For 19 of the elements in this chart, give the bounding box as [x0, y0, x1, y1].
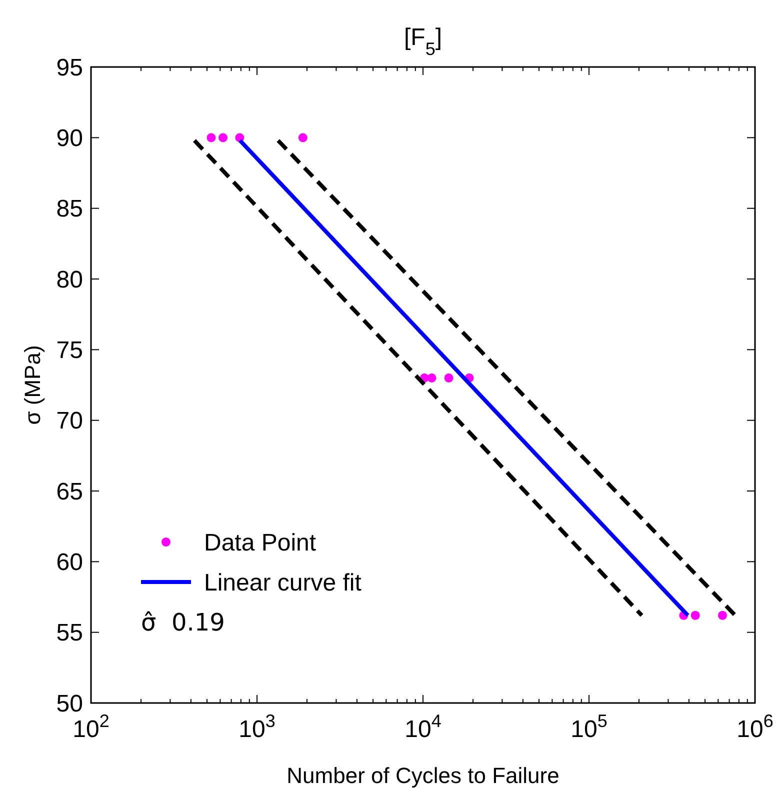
- legend-label: Data Point: [204, 529, 316, 556]
- y-tick-label: 95: [56, 54, 83, 82]
- annotation: σ̂ 0.19: [141, 608, 225, 636]
- y-tick-label: 60: [56, 549, 83, 576]
- y-tick-label: 85: [56, 196, 83, 223]
- chart-title: [F$_{5}$]: [404, 24, 442, 59]
- x-tick-label: 10$^{5}$: [570, 711, 608, 743]
- x-tick-label: 10$^{3}$: [238, 711, 276, 743]
- y-tick-label: 75: [56, 337, 83, 364]
- y-axis-title: σ (MPa): [20, 345, 45, 425]
- y-tick-label: 80: [56, 266, 83, 294]
- x-axis-title: Number of Cycles to Failure: [286, 763, 560, 788]
- legend-label: Linear curve fit: [204, 569, 362, 596]
- y-tick-label: 70: [56, 408, 83, 435]
- y-tick-label: 55: [56, 620, 83, 647]
- x-tick-label: 10$^{6}$: [736, 711, 774, 743]
- x-tick-label: 10$^{4}$: [404, 711, 442, 743]
- y-tick-label: 90: [56, 125, 83, 152]
- y-tick-label: 65: [56, 478, 83, 506]
